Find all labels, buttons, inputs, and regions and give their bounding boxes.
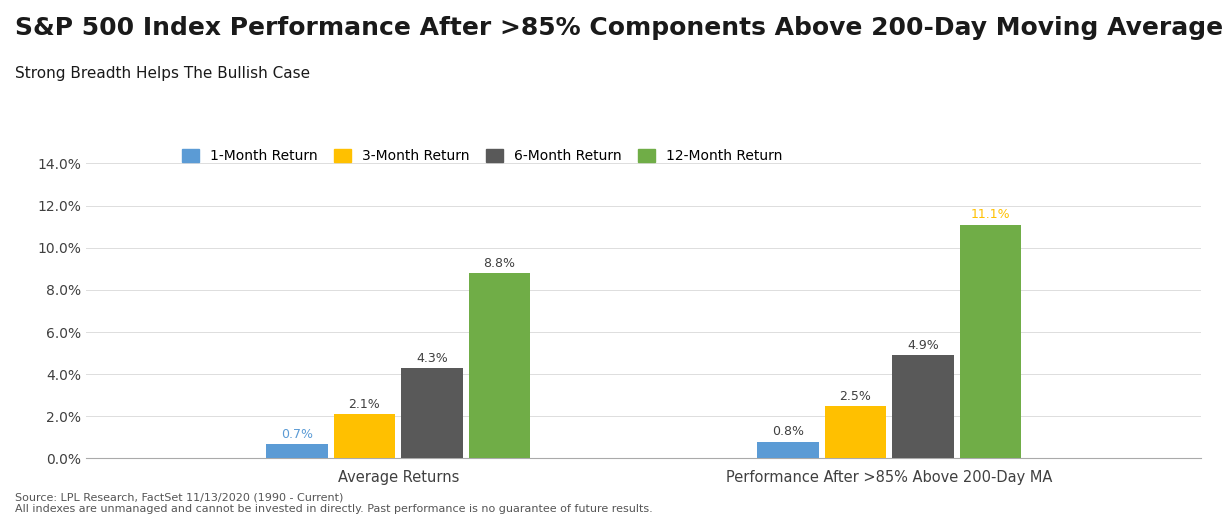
Text: 4.9%: 4.9%	[907, 339, 939, 352]
Text: 0.7%: 0.7%	[281, 427, 313, 441]
Text: 2.1%: 2.1%	[348, 398, 380, 411]
Text: 0.8%: 0.8%	[772, 425, 804, 438]
Text: Source: LPL Research, FactSet 11/13/2020 (1990 - Current)
All indexes are unmana: Source: LPL Research, FactSet 11/13/2020…	[15, 492, 652, 514]
Bar	[333, 414, 395, 458]
Bar	[758, 442, 819, 458]
Text: 8.8%: 8.8%	[483, 257, 515, 270]
Text: 4.3%: 4.3%	[416, 352, 447, 365]
Text: 2.5%: 2.5%	[840, 389, 872, 403]
Bar	[893, 355, 954, 458]
Bar	[960, 225, 1021, 458]
Text: S&P 500 Index Performance After >85% Components Above 200-Day Moving Average: S&P 500 Index Performance After >85% Com…	[15, 16, 1222, 40]
Text: Strong Breadth Helps The Bullish Case: Strong Breadth Helps The Bullish Case	[15, 66, 310, 81]
Text: 11.1%: 11.1%	[971, 208, 1010, 221]
Bar	[401, 368, 462, 458]
Bar	[266, 444, 327, 458]
Legend: 1-Month Return, 3-Month Return, 6-Month Return, 12-Month Return: 1-Month Return, 3-Month Return, 6-Month …	[181, 149, 782, 163]
Bar	[825, 406, 886, 458]
Bar	[468, 273, 530, 458]
